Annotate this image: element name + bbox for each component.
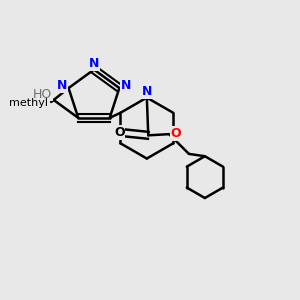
- Text: N: N: [89, 57, 99, 70]
- Text: O: O: [170, 127, 181, 140]
- Text: HO: HO: [33, 88, 52, 100]
- Text: N: N: [142, 85, 152, 98]
- Text: N: N: [121, 79, 131, 92]
- Text: O: O: [114, 126, 124, 139]
- Text: methyl: methyl: [9, 98, 48, 108]
- Text: N: N: [57, 79, 68, 92]
